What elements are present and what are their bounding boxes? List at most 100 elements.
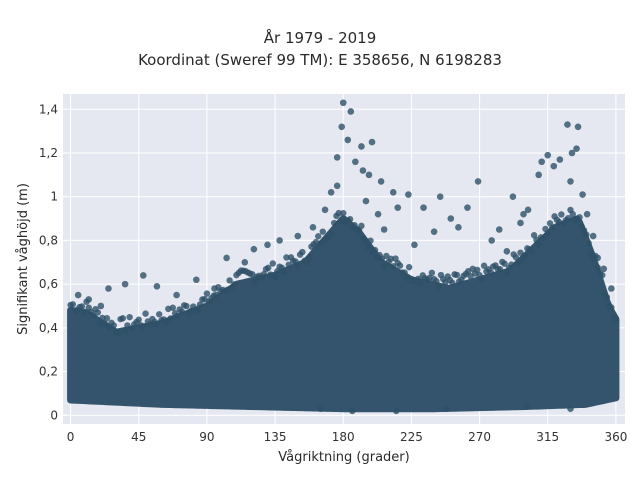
fringe-point: [569, 210, 576, 218]
data-point: [317, 405, 324, 413]
fringe-point: [103, 315, 111, 322]
fringe-point: [535, 241, 542, 249]
fringe-point: [503, 270, 511, 277]
data-point: [550, 162, 558, 170]
data-point: [442, 405, 450, 413]
fringe-point: [539, 235, 547, 242]
fringe-point: [428, 269, 436, 277]
fringe-point: [203, 290, 211, 297]
data-point: [488, 237, 495, 244]
data-point: [411, 241, 418, 249]
data-point: [193, 276, 200, 284]
data-point: [139, 272, 147, 279]
data-point: [583, 210, 591, 218]
data-point: [420, 204, 427, 211]
fringe-point: [315, 233, 322, 240]
data-point: [474, 178, 482, 185]
fringe-point: [340, 209, 347, 217]
data-point: [339, 99, 347, 107]
fringe-point: [521, 252, 529, 259]
fringe-point: [383, 252, 390, 260]
data-point: [389, 189, 397, 196]
fringe-point: [94, 309, 102, 316]
x-tick-label: 270: [468, 430, 491, 444]
data-point: [567, 405, 574, 413]
y-tick-label: 0: [50, 408, 58, 422]
fringe-point: [512, 254, 520, 261]
data-point: [105, 285, 112, 292]
data-point: [264, 241, 271, 249]
data-point: [223, 254, 230, 262]
fringe-point: [99, 314, 106, 322]
chart-subtitle: Koordinat (Sweref 99 TM): E 358656, N 61…: [138, 51, 502, 69]
data-point: [211, 285, 218, 292]
fringe-point: [135, 316, 142, 323]
data-point: [344, 136, 352, 144]
fringe-point: [126, 313, 133, 321]
data-point: [589, 232, 597, 240]
fringe-point: [501, 260, 508, 267]
fringe-point: [508, 261, 515, 268]
fringe-point: [69, 301, 77, 308]
y-tick-label: 0,8: [39, 233, 58, 247]
fringe-point: [480, 262, 488, 269]
x-tick-label: 0: [67, 430, 75, 444]
x-tick-label: 225: [400, 430, 423, 444]
data-point: [436, 193, 444, 201]
fringe-point: [453, 271, 461, 279]
fringe-point: [387, 255, 395, 263]
y-tick-label: 0,2: [39, 365, 58, 379]
x-tick-label: 90: [199, 430, 214, 444]
y-tick-label: 0,6: [39, 277, 58, 291]
fringe-point: [101, 320, 108, 327]
fringe-point: [294, 262, 301, 270]
fringe-point: [371, 246, 379, 254]
data-point: [338, 123, 346, 131]
fringe-point: [119, 315, 127, 322]
data-point: [464, 204, 471, 211]
data-point: [392, 407, 400, 415]
data-point: [394, 204, 402, 211]
fringe-point: [299, 248, 306, 256]
data-point: [362, 197, 370, 205]
data-point: [368, 138, 376, 146]
data-point: [380, 226, 388, 233]
fringe-point: [78, 303, 86, 310]
fringe-point: [405, 263, 413, 271]
data-point: [347, 108, 355, 115]
data-point: [608, 285, 615, 292]
data-point: [241, 258, 249, 266]
fringe-point: [265, 264, 272, 272]
data-point: [276, 237, 283, 244]
fringe-point: [305, 254, 313, 261]
data-point: [509, 193, 517, 201]
x-tick-labels: 0 45 90 135 180 225 270 315 360: [67, 430, 628, 444]
data-point: [309, 224, 317, 231]
data-point: [538, 158, 545, 166]
data-points: [67, 99, 620, 415]
data-point: [573, 145, 580, 152]
fringe-point: [81, 310, 88, 317]
fringe-point: [612, 316, 620, 323]
fringe-point: [174, 312, 181, 320]
data-point: [153, 283, 161, 290]
fringe-point: [142, 310, 149, 317]
fringe-point: [317, 240, 324, 247]
data-point: [564, 121, 571, 128]
fringe-point: [121, 327, 129, 335]
fringe-point: [183, 302, 190, 310]
data-point: [405, 191, 412, 198]
data-point: [74, 291, 82, 299]
x-axis-label: Vågriktning (grader): [278, 450, 409, 465]
fringe-point: [478, 276, 486, 284]
x-tick-label: 180: [332, 430, 355, 444]
data-point: [524, 206, 532, 214]
data-point: [503, 248, 511, 255]
fringe-point: [517, 249, 524, 256]
data-point: [574, 123, 582, 131]
fringe-point: [260, 270, 267, 278]
fringe-point: [162, 319, 170, 326]
data-point: [535, 171, 542, 179]
data-point: [333, 154, 341, 161]
